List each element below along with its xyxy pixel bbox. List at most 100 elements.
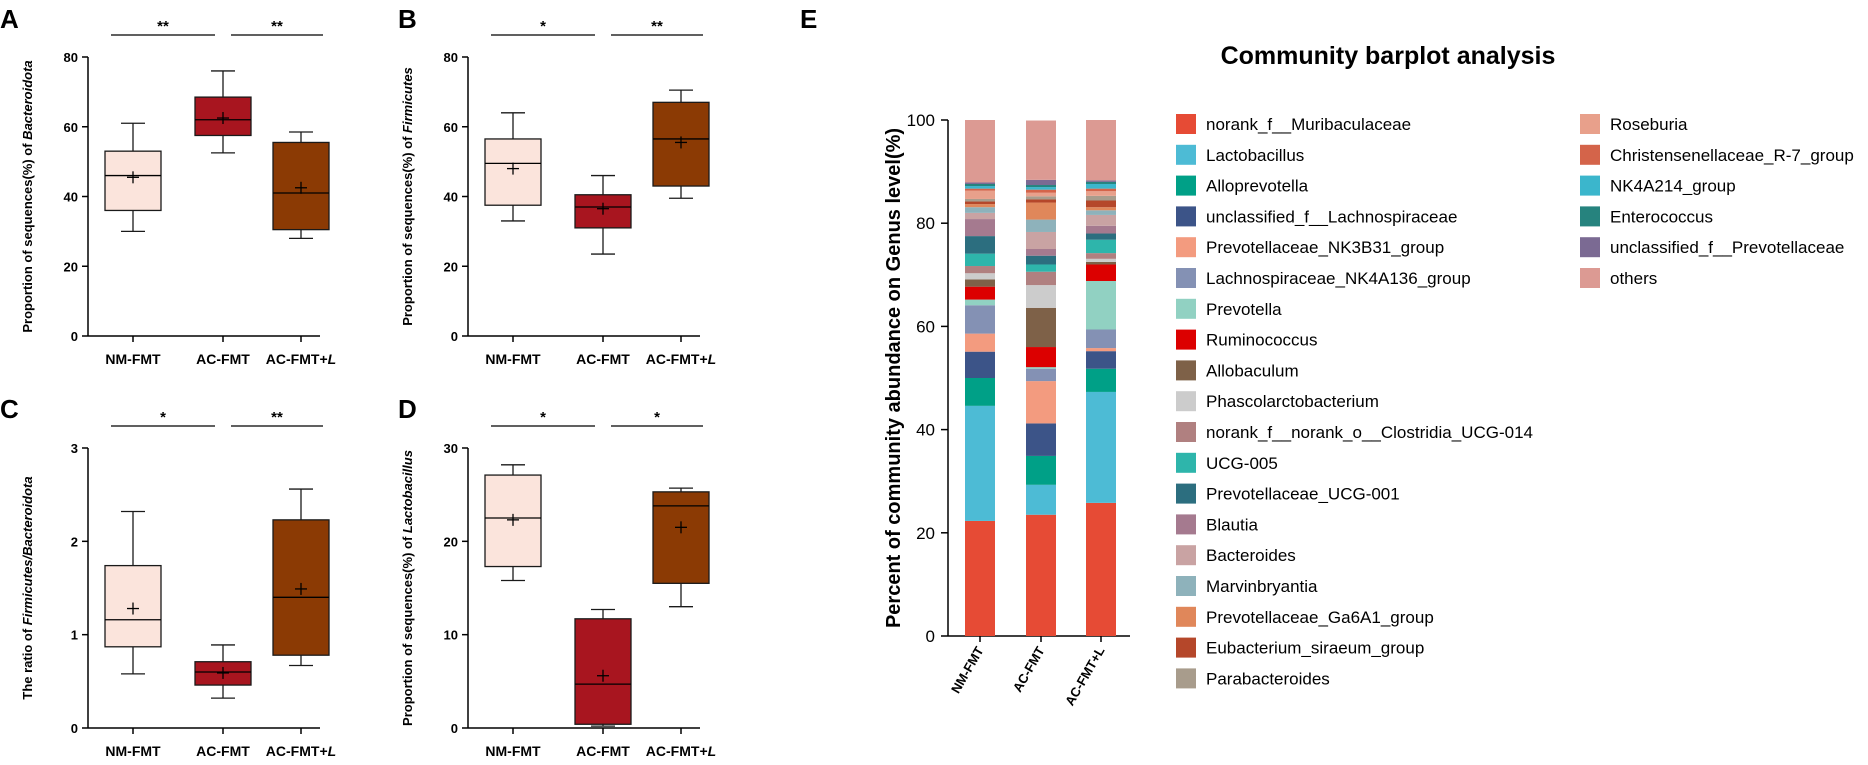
legend-label: others [1610, 269, 1657, 288]
bar-segment [1086, 195, 1116, 201]
bar-segment [1086, 351, 1116, 369]
bar-segment [1086, 183, 1116, 189]
bar-segment [1086, 181, 1116, 184]
panel-a-box-plot: A 0 20 40 60 80 NM-FMT AC-FMT AC-FMT+L Proportion… [0, 4, 336, 367]
text-part: AC-FMT [196, 743, 250, 759]
text-part: NM-FMT [485, 743, 541, 759]
category-label: AC-FMT [196, 743, 250, 759]
y-axis-label: Proportion of sequences(%) of Firmicutes [400, 67, 415, 326]
category-label: AC-FMT+L [646, 351, 716, 367]
text-part: The ratio of [20, 625, 35, 699]
bar-segment [1026, 381, 1056, 424]
significance-label: * [540, 409, 546, 426]
bar-segment [1026, 455, 1056, 485]
bar-segment [1086, 233, 1116, 240]
y-tick-label: 0 [71, 329, 78, 344]
text-part: Bacteroidota [20, 60, 35, 139]
legend-swatch [1176, 391, 1196, 412]
category-label: AC-FMT+L [266, 743, 336, 759]
bar-segment [1026, 199, 1056, 203]
bar-segment [1086, 191, 1116, 196]
bar-segment [965, 183, 995, 187]
category-label: AC-FMT [1010, 644, 1048, 695]
text-part: AC-FMT+ [266, 351, 328, 367]
text-part: Proportion of sequences(%) of [400, 533, 415, 726]
legend-swatch [1176, 298, 1196, 319]
category-label: AC-FMT+L [646, 743, 716, 759]
bar-segment [1086, 264, 1116, 281]
y-axis-label: Percent of community abundance on Genus … [883, 128, 905, 628]
y-axis-label: The ratio of Firmicutes/Bacteroidota [20, 476, 35, 699]
bar-segment [965, 520, 995, 636]
text-part: L [328, 743, 337, 759]
panel-letter: D [398, 394, 417, 424]
y-tick-label: 40 [916, 421, 935, 440]
bar-segment [965, 198, 995, 202]
text-part: NM-FMT [485, 351, 541, 367]
bar-segment [1086, 391, 1116, 503]
bar-segment [1026, 196, 1056, 200]
box-iqr [484, 474, 542, 568]
legend-label: UCG-005 [1206, 454, 1278, 473]
y-tick-label: 100 [907, 111, 935, 130]
legend-swatch [1176, 422, 1196, 442]
legend-swatch [1580, 144, 1600, 165]
legend-label: Phascolarctobacterium [1206, 392, 1379, 411]
bar-segment [965, 405, 995, 521]
category-label: AC-FMT [196, 351, 250, 367]
bar-segment [965, 120, 995, 183]
bar-segment [1026, 187, 1056, 190]
text-part: Firmicutes/Bacteroidota [20, 476, 35, 625]
bar-segment [1086, 348, 1116, 352]
significance-label: * [160, 409, 166, 426]
legend-swatch [1176, 268, 1196, 288]
y-tick-label: 80 [444, 50, 458, 65]
y-tick-label: 20 [64, 259, 78, 274]
category-label: AC-FMT+L [266, 351, 336, 367]
bar-segment [1026, 185, 1056, 188]
legend-swatch [1176, 545, 1196, 566]
text-part: AC-FMT+ [646, 743, 708, 759]
bar-segment [965, 279, 995, 287]
bar-segment [965, 186, 995, 189]
significance-label: ** [157, 18, 169, 35]
bar-segment [965, 378, 995, 406]
text-part: AC-FMT [196, 351, 250, 367]
category-label: NM-FMT [105, 743, 161, 759]
significance-label: ** [271, 409, 283, 426]
legend-swatch [1176, 114, 1196, 134]
y-tick-label: 30 [444, 441, 458, 456]
text-part: Lactobacillus [400, 450, 415, 533]
text-part: L [708, 351, 717, 367]
significance-label: * [654, 409, 660, 426]
y-tick-label: 3 [71, 441, 78, 456]
text-part: Firmicutes [400, 67, 415, 133]
legend-label: Allobaculum [1206, 361, 1299, 380]
text-part: NM-FMT [105, 743, 161, 759]
bar-segment [1086, 214, 1116, 226]
panel-c-box-plot: C 0 1 2 3 NM-FMT AC-FMT AC-FMT+L The ratio of Fi… [0, 394, 336, 759]
bar-segment [1086, 120, 1116, 181]
y-tick-label: 80 [916, 214, 935, 233]
bar-segment [1026, 231, 1056, 249]
y-tick-label: 20 [444, 534, 458, 549]
panel-letter: A [0, 4, 19, 34]
legend-label: Roseburia [1610, 115, 1688, 134]
legend-swatch [1176, 514, 1196, 535]
bar-segment [1026, 189, 1056, 193]
bar-segment [1026, 285, 1056, 308]
category-label: NM-FMT [105, 351, 161, 367]
y-axis-label: Proportion of sequences(%) of Bacteroido… [20, 60, 35, 332]
y-tick-label: 10 [444, 628, 458, 643]
legend-label: Blautia [1206, 515, 1259, 534]
legend-label: norank_f__Muribaculaceae [1206, 115, 1411, 134]
bar-segment [1086, 253, 1116, 259]
text-part: NM-FMT [105, 351, 161, 367]
bar-segment [965, 351, 995, 378]
legend-swatch [1580, 114, 1600, 134]
bar-segment [1026, 484, 1056, 515]
legend-label: Eubacterium_siraeum_group [1206, 639, 1424, 658]
legend-label: Prevotella [1206, 300, 1282, 319]
bar-segment [1086, 225, 1116, 234]
